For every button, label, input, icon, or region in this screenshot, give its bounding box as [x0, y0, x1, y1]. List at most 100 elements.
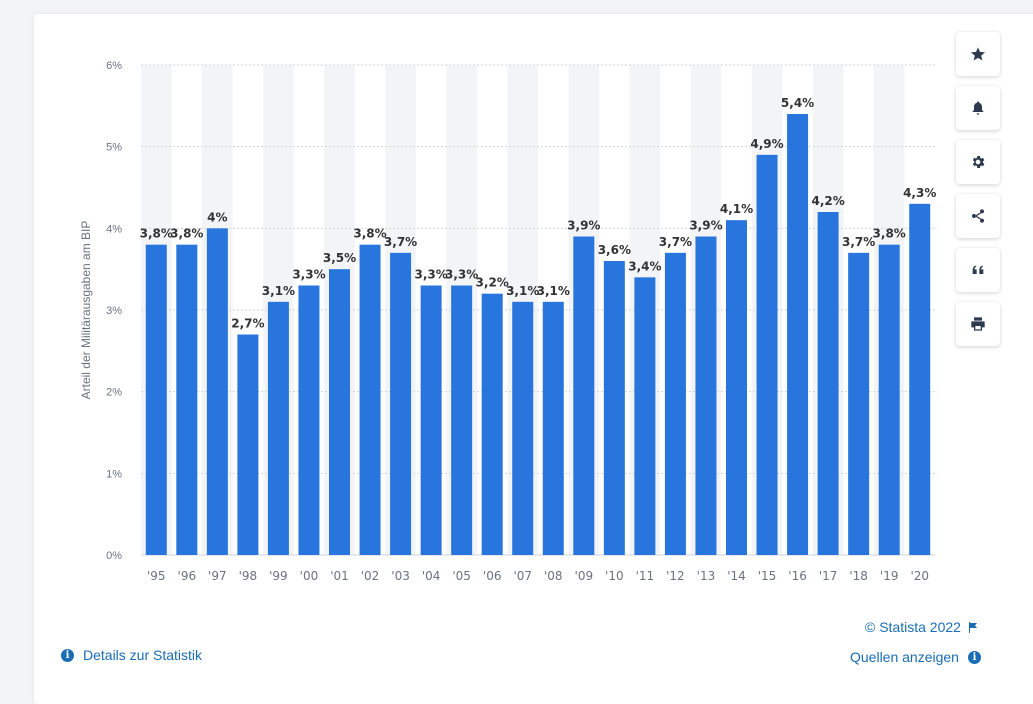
x-tick-label: '06: [483, 569, 502, 583]
x-tick-label: '15: [758, 569, 777, 583]
value-label: 3,5%: [323, 251, 356, 265]
bar: [329, 269, 350, 555]
value-label: 3,9%: [567, 219, 600, 233]
bar: [298, 285, 320, 555]
x-tick-label: '95: [147, 569, 166, 583]
value-label: 3,7%: [659, 235, 692, 249]
x-tick-label: '07: [513, 569, 532, 583]
bar: [817, 212, 839, 555]
x-tick-label: '14: [727, 569, 746, 583]
bar: [634, 277, 656, 555]
x-tick-label: '01: [330, 569, 349, 583]
x-tick-label: '12: [666, 569, 685, 583]
y-tick-label: 1%: [106, 468, 122, 480]
bar: [756, 154, 778, 556]
quote-icon: [972, 265, 984, 274]
bar: [206, 228, 228, 556]
details-link-text: Details zur Statistik: [83, 647, 203, 663]
bar-chart: 3,8%3,8%4%2,7%3,1%3,3%3,5%3,8%3,7%3,3%3,…: [79, 60, 937, 583]
value-label: 3,7%: [842, 235, 875, 249]
bar: [878, 244, 900, 555]
value-label: 2,7%: [231, 317, 264, 331]
x-tick-label: '08: [544, 569, 563, 583]
value-label: 3,3%: [292, 268, 325, 282]
bar: [420, 285, 442, 555]
x-tick-label: '19: [880, 569, 899, 583]
x-tick-label: '13: [697, 569, 716, 583]
x-tick-label: '11: [636, 569, 655, 583]
print-button[interactable]: [956, 302, 1000, 346]
share-button[interactable]: [956, 194, 1000, 238]
value-label: 4,2%: [811, 194, 844, 208]
y-tick-label: 6%: [106, 60, 122, 72]
bar: [451, 285, 473, 555]
share-icon: [972, 209, 984, 223]
cite-button[interactable]: [956, 248, 1000, 292]
x-tick-label: '17: [819, 569, 838, 583]
x-tick-label: '03: [391, 569, 410, 583]
x-tick-label: '10: [605, 569, 624, 583]
bar: [176, 244, 198, 555]
x-tick-label: '98: [239, 569, 258, 583]
bar: [909, 203, 931, 556]
bar: [359, 244, 381, 555]
favorite-button[interactable]: [956, 32, 1000, 76]
x-tick-label: '16: [788, 569, 807, 583]
bar: [267, 301, 289, 555]
x-tick-label: '20: [910, 569, 929, 583]
bar: [573, 236, 595, 555]
value-label: 3,8%: [873, 227, 906, 241]
y-tick-labels: 0% 1% 2% 3% 4% 5% 6%: [106, 60, 122, 562]
value-label: 3,1%: [506, 284, 539, 298]
info-icon: i: [967, 650, 981, 664]
x-tick-label: '00: [300, 569, 319, 583]
printer-icon: [971, 317, 985, 331]
value-label: 3,3%: [414, 268, 447, 282]
bars: [145, 114, 931, 556]
bar: [603, 261, 625, 555]
copyright-notice[interactable]: © Statista 2022: [865, 619, 978, 635]
info-icon: i: [61, 648, 74, 662]
x-tick-label: '09: [575, 569, 594, 583]
sources-link[interactable]: Quellen anzeigen i: [850, 649, 981, 665]
value-label: 4,1%: [720, 202, 753, 216]
x-tick-label: '96: [178, 569, 197, 583]
value-label: 4,9%: [750, 137, 783, 151]
value-labels: 3,8%3,8%4%2,7%3,1%3,3%3,5%3,8%3,7%3,3%3,…: [140, 96, 937, 331]
value-label: 3,1%: [537, 284, 570, 298]
x-tick-label: '18: [849, 569, 868, 583]
bell-icon: [972, 101, 984, 115]
value-label: 3,8%: [170, 227, 203, 241]
notification-button[interactable]: [956, 86, 1000, 130]
y-tick-label: 0%: [106, 550, 122, 562]
value-label: 3,4%: [628, 259, 661, 273]
bar: [726, 220, 747, 555]
bar: [481, 293, 503, 555]
star-icon: [971, 47, 985, 61]
value-label: 3,8%: [353, 227, 386, 241]
chart-toolbar: [956, 32, 1002, 356]
y-tick-label: 3%: [106, 305, 122, 317]
settings-button[interactable]: [956, 140, 1000, 184]
bar: [512, 301, 534, 555]
value-label: 4,3%: [903, 186, 936, 200]
value-label: 3,2%: [476, 276, 509, 290]
value-label: 5,4%: [781, 96, 814, 110]
value-label: 3,9%: [689, 219, 722, 233]
bar: [145, 244, 167, 555]
y-axis-title: Arteil der Militärausgaben am BIP: [79, 221, 93, 400]
gear-icon: [972, 156, 985, 168]
x-tick-label: '05: [452, 569, 471, 583]
x-tick-label: '99: [269, 569, 288, 583]
bar: [542, 301, 564, 555]
y-tick-label: 4%: [106, 223, 122, 235]
details-link[interactable]: i Details zur Statistik: [61, 647, 202, 663]
value-label: 3,3%: [445, 268, 478, 282]
bar: [787, 114, 809, 555]
value-label: 3,1%: [262, 284, 295, 298]
x-tick-labels: '95 '96 '97 '98 '99 '00 '01 '02 '03 '04 '05 '06 '07 '…: [147, 569, 929, 583]
x-tick-label: '02: [361, 569, 380, 583]
y-tick-label: 5%: [106, 142, 122, 154]
bar: [664, 252, 686, 556]
bar: [848, 252, 870, 556]
